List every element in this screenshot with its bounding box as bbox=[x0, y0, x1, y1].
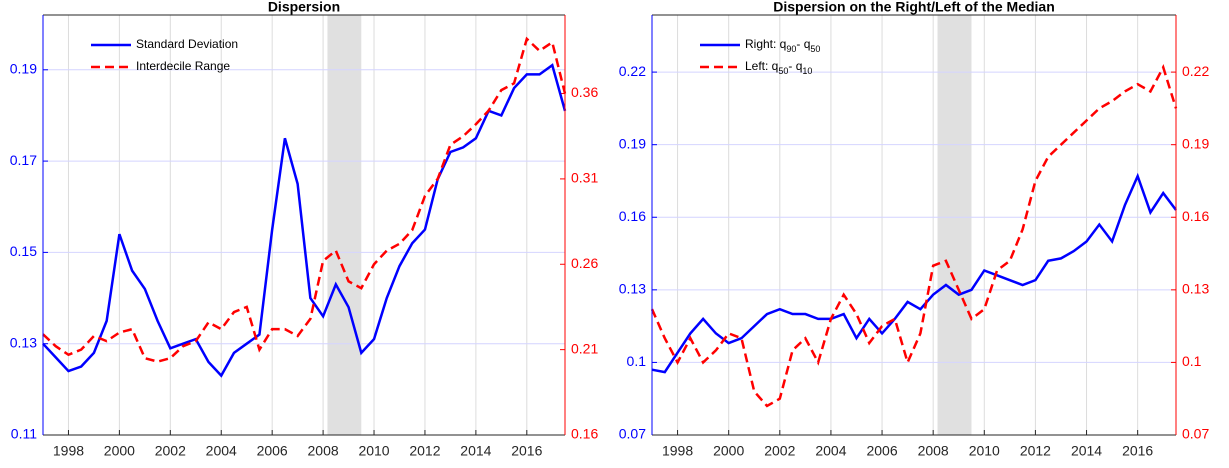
x-tick-label: 2016 bbox=[511, 443, 542, 459]
x-tick-label: 2000 bbox=[713, 443, 744, 459]
y2-tick-label: 0.13 bbox=[1182, 281, 1209, 297]
y-tick-label: 0.15 bbox=[10, 243, 37, 259]
y2-tick-label: 0.22 bbox=[1182, 63, 1209, 79]
x-tick-label: 1998 bbox=[662, 443, 693, 459]
legend-label: Standard Deviation bbox=[136, 37, 238, 51]
x-tick-label: 2004 bbox=[206, 443, 237, 459]
y-tick-label: 0.17 bbox=[10, 152, 37, 168]
recession-shade bbox=[937, 15, 972, 435]
x-tick-label: 1998 bbox=[53, 443, 84, 459]
y-tick-label: 0.19 bbox=[10, 60, 37, 76]
y-tick-label: 0.13 bbox=[619, 281, 646, 297]
y-tick-label: 0.19 bbox=[619, 135, 646, 151]
y2-tick-label: 0.26 bbox=[571, 255, 598, 271]
y2-tick-label: 0.36 bbox=[571, 84, 598, 100]
y-tick-label: 0.1 bbox=[627, 353, 647, 369]
chart-title: Dispersion on the Right/Left of the Medi… bbox=[773, 0, 1055, 15]
series-line bbox=[42, 63, 567, 378]
x-tick-label: 2004 bbox=[815, 443, 846, 459]
y2-tick-label: 0.16 bbox=[1182, 208, 1209, 224]
y2-tick-label: 0.16 bbox=[571, 426, 598, 442]
legend-label: Right: q90- q50 bbox=[745, 37, 820, 54]
series-line bbox=[651, 172, 1177, 374]
x-tick-label: 2002 bbox=[764, 443, 795, 459]
y-tick-label: 0.07 bbox=[619, 426, 646, 442]
x-tick-label: 2016 bbox=[1122, 443, 1153, 459]
y2-tick-label: 0.07 bbox=[1182, 426, 1209, 442]
series-line bbox=[42, 36, 567, 363]
x-tick-label: 2012 bbox=[1020, 443, 1051, 459]
x-tick-label: 2008 bbox=[308, 443, 339, 459]
x-tick-label: 2006 bbox=[257, 443, 288, 459]
recession-shade bbox=[327, 15, 362, 435]
legend-label: Interdecile Range bbox=[136, 59, 230, 73]
y2-tick-label: 0.1 bbox=[1182, 353, 1202, 369]
x-tick-label: 2014 bbox=[460, 443, 491, 459]
legend-label: Left: q50- q10 bbox=[745, 59, 812, 76]
chart-title: Dispersion bbox=[268, 0, 340, 15]
y-tick-label: 0.16 bbox=[619, 208, 646, 224]
x-tick-label: 2000 bbox=[104, 443, 135, 459]
y-tick-label: 0.11 bbox=[11, 426, 37, 442]
x-tick-label: 2008 bbox=[918, 443, 949, 459]
x-tick-label: 2010 bbox=[358, 443, 389, 459]
series-line bbox=[650, 64, 1178, 408]
y-tick-label: 0.22 bbox=[619, 63, 646, 79]
x-tick-label: 2006 bbox=[866, 443, 897, 459]
x-tick-label: 2014 bbox=[1071, 443, 1102, 459]
x-tick-label: 2010 bbox=[969, 443, 1000, 459]
y2-tick-label: 0.21 bbox=[571, 340, 598, 356]
y2-tick-label: 0.31 bbox=[571, 170, 598, 186]
y-tick-label: 0.13 bbox=[10, 334, 37, 350]
x-tick-label: 2012 bbox=[409, 443, 440, 459]
y2-tick-label: 0.19 bbox=[1182, 135, 1209, 151]
x-tick-label: 2002 bbox=[155, 443, 186, 459]
